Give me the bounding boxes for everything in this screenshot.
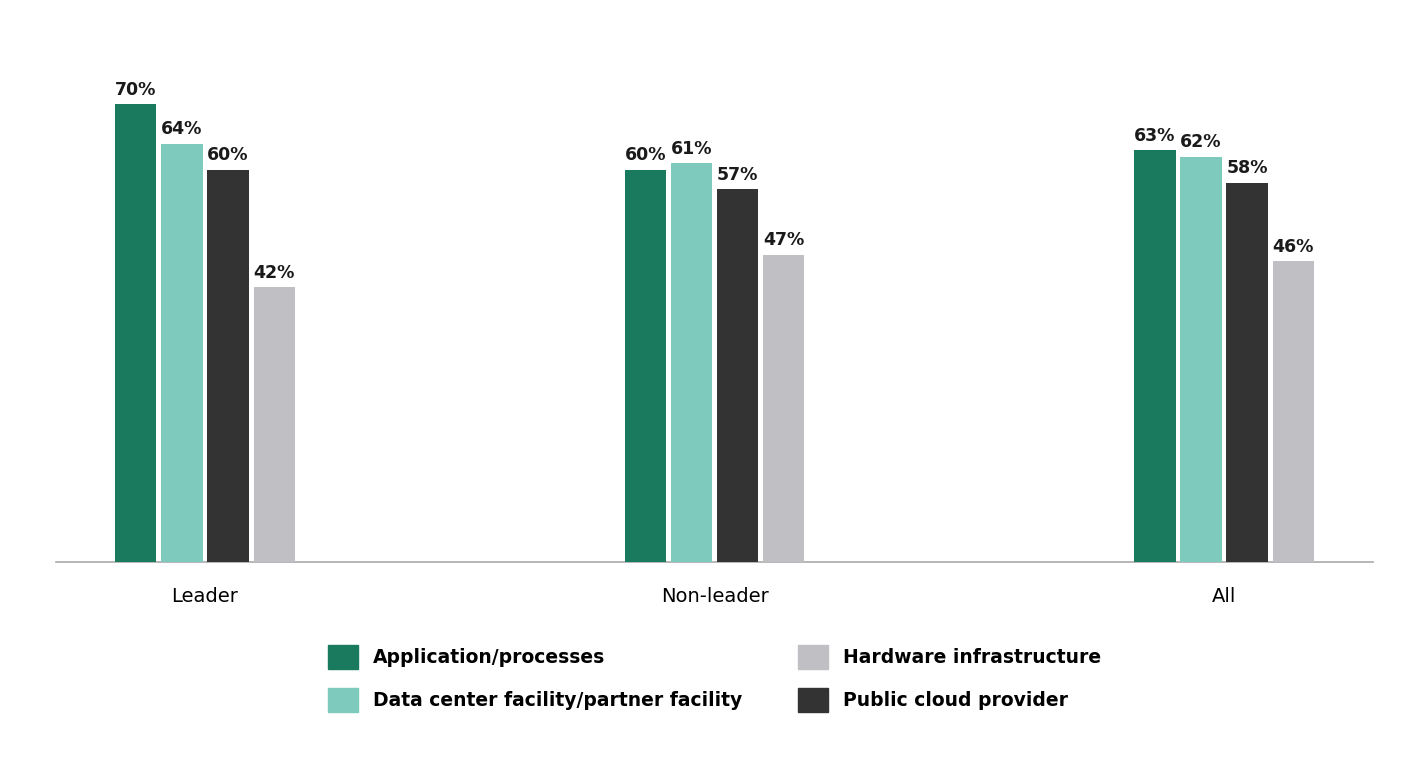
Text: 60%: 60% [625, 147, 665, 165]
Bar [625, 170, 665, 562]
Text: 42%: 42% [254, 264, 294, 282]
Text: 61%: 61% [671, 140, 712, 158]
Bar [254, 287, 294, 562]
Text: 58%: 58% [1226, 159, 1268, 178]
Legend: Application/processes, Data center facility/partner facility, Hardware infrastru: Application/processes, Data center facil… [321, 637, 1108, 719]
Text: 57%: 57% [717, 166, 758, 184]
Bar [207, 170, 249, 562]
Text: 62%: 62% [1180, 133, 1222, 151]
Text: 64%: 64% [161, 120, 203, 138]
Text: 47%: 47% [764, 232, 804, 250]
Text: 46%: 46% [1272, 238, 1314, 256]
Bar [115, 105, 157, 562]
Text: 70%: 70% [115, 81, 157, 99]
Bar [1272, 261, 1314, 562]
Bar [161, 144, 203, 562]
Bar [717, 190, 758, 562]
Bar [671, 163, 712, 562]
Bar [764, 254, 804, 562]
Text: 63%: 63% [1135, 127, 1175, 145]
Bar [1135, 150, 1175, 562]
Bar [1226, 183, 1268, 562]
Bar [1180, 157, 1222, 562]
Text: 60%: 60% [207, 147, 249, 165]
